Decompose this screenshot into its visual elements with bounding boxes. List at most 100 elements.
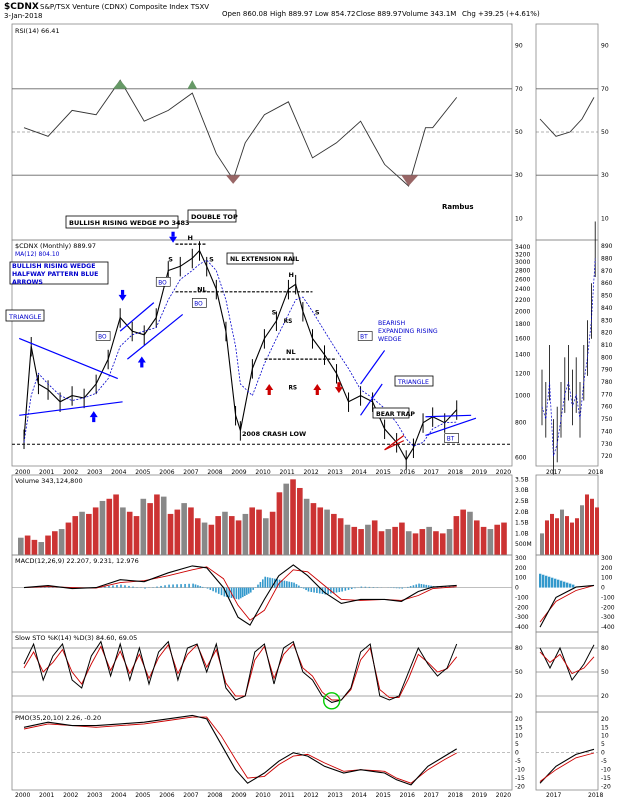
macd-histogram-bar bbox=[48, 586, 50, 588]
side-price-tick: 890 bbox=[601, 243, 613, 250]
rsi-side-tick-label: 90 bbox=[601, 43, 609, 50]
bear-trap-line bbox=[384, 434, 405, 451]
wedge-lower-trendline bbox=[127, 313, 184, 360]
macd-side-tick-label: 200 bbox=[601, 565, 613, 572]
bear-trap-box bbox=[372, 407, 410, 419]
volume-bar bbox=[92, 507, 99, 555]
macd-side-tick-label: 0 bbox=[601, 585, 605, 592]
rs-label: RS bbox=[284, 319, 293, 325]
macd-histogram-bar bbox=[420, 584, 423, 588]
side-sto-k-line bbox=[539, 644, 595, 682]
side-macd-bar bbox=[539, 573, 542, 588]
macd-histogram-bar bbox=[310, 587, 313, 593]
volume-bar bbox=[242, 513, 249, 555]
pmo-tick-label: 5 bbox=[515, 741, 519, 748]
price-tick-label: 1600 bbox=[515, 335, 530, 342]
macd-histogram-bar bbox=[364, 586, 367, 588]
bottom-x-label: 2005 bbox=[135, 792, 150, 799]
pmo-side-tick-label: 15 bbox=[601, 724, 609, 731]
macd-histogram-bar bbox=[116, 585, 118, 588]
bottom-x-label: 2011 bbox=[279, 792, 294, 799]
bear-wedge-upper bbox=[360, 350, 386, 385]
bottom-x-label: 2007 bbox=[183, 792, 198, 799]
side-volume-bar bbox=[560, 509, 564, 555]
triangle-left-label: TRIANGLE bbox=[8, 313, 41, 321]
wedge-upper-trendline bbox=[119, 302, 155, 332]
macd-histogram-bar bbox=[293, 582, 295, 588]
macd-histogram-bar bbox=[302, 587, 305, 589]
side-price-tick: 770 bbox=[601, 391, 613, 398]
volume-bar bbox=[446, 529, 453, 555]
bottom-x-label: 2002 bbox=[63, 792, 78, 799]
bottom-x-label: 2017 bbox=[424, 792, 439, 799]
side-volume-bar bbox=[550, 513, 554, 555]
side-price-tick: 850 bbox=[601, 293, 613, 300]
macd-histogram-bar bbox=[269, 577, 271, 588]
macd-histogram-bar bbox=[290, 582, 293, 588]
volume-bar bbox=[222, 511, 228, 555]
halfway-box bbox=[9, 261, 109, 285]
date: 3-Jan-2018 bbox=[4, 12, 43, 20]
volume-bar bbox=[86, 513, 92, 555]
macd-histogram-bar bbox=[264, 576, 267, 588]
side-price-tick: 730 bbox=[601, 441, 613, 448]
macd-histogram-bar bbox=[194, 584, 197, 588]
volume-bar bbox=[106, 498, 113, 555]
macd-histogram-bar bbox=[281, 580, 283, 588]
bottom-x-label: 2008 bbox=[207, 792, 222, 799]
bo-label: BO bbox=[194, 301, 203, 307]
price-x-label: 2012 bbox=[303, 469, 318, 476]
bottom-x-label: 2019 bbox=[472, 792, 487, 799]
red-arrow-up bbox=[265, 384, 274, 391]
symbol: $CDNX bbox=[4, 2, 39, 12]
macd-side-tick-label: -300 bbox=[601, 614, 615, 621]
volume-bar bbox=[419, 529, 426, 555]
volume-bar bbox=[263, 518, 269, 555]
price-tick-label: 2200 bbox=[515, 297, 530, 304]
side-volume-bar bbox=[585, 494, 589, 555]
pmo-side-tick-label: 0 bbox=[601, 750, 605, 757]
red-arrow-down-stem bbox=[337, 382, 341, 388]
pmo-side-tick-label: 20 bbox=[601, 716, 609, 723]
side-price-tick: 720 bbox=[601, 453, 613, 460]
rs-label: RS bbox=[288, 386, 297, 392]
macd-frame bbox=[11, 554, 513, 633]
macd-histogram-bar bbox=[168, 584, 170, 588]
volume-bar bbox=[433, 531, 439, 555]
pmo-title: PMO(35,20,10) 2.26, -0.20 bbox=[15, 714, 101, 722]
sto-k-line bbox=[23, 640, 458, 703]
volume-bar bbox=[79, 511, 85, 555]
side-macd-bar bbox=[545, 575, 548, 588]
side-macd-bar bbox=[572, 584, 575, 588]
side-bottom-year: 2017 bbox=[546, 792, 561, 799]
macd-histogram-bar bbox=[430, 585, 432, 588]
price-tick-label: 800 bbox=[515, 420, 527, 427]
macd-histogram-bar bbox=[412, 585, 415, 588]
volume-bar bbox=[208, 524, 215, 555]
macd-histogram-bar bbox=[427, 585, 430, 588]
volume-bar bbox=[494, 524, 500, 555]
price-x-label: 2019 bbox=[472, 469, 487, 476]
volume-bar bbox=[351, 526, 358, 555]
macd-histogram-bar bbox=[209, 587, 212, 590]
volume-bar bbox=[290, 479, 296, 555]
triangle-right-lower bbox=[425, 417, 477, 437]
side-pmo-line bbox=[539, 748, 595, 784]
pmo-tick-label: -20 bbox=[515, 784, 525, 791]
volume-bar bbox=[174, 509, 181, 555]
volume-bar bbox=[365, 524, 371, 555]
volume-bar bbox=[276, 492, 283, 555]
volume-tick-label: 2.5B bbox=[515, 498, 529, 505]
macd-histogram-bar bbox=[172, 584, 174, 588]
macd-histogram-bar bbox=[228, 587, 230, 598]
volume-bar bbox=[188, 507, 194, 555]
rsi-side-tick-label: 30 bbox=[601, 172, 609, 179]
macd-histogram-bar bbox=[252, 587, 254, 590]
macd-histogram-bar bbox=[108, 585, 110, 588]
price-x-label: 2001 bbox=[39, 469, 54, 476]
bottom-x-label: 2000 bbox=[15, 792, 30, 799]
price-x-label: 2020 bbox=[496, 469, 511, 476]
macd-histogram-bar bbox=[206, 587, 209, 589]
bottom-x-label: 2003 bbox=[87, 792, 102, 799]
